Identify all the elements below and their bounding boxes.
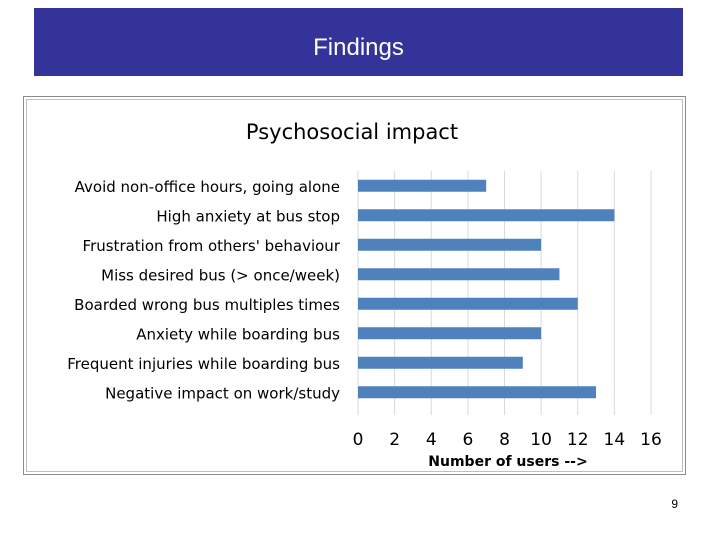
x-tick-label: 0 xyxy=(353,430,364,450)
bar xyxy=(358,209,615,222)
category-labels: Avoid non-office hours, going alone High … xyxy=(67,178,341,403)
category-label: Anxiety while boarding bus xyxy=(136,325,340,343)
bar xyxy=(358,386,597,399)
bar xyxy=(358,268,560,281)
slide-title-bar: Findings xyxy=(34,8,683,76)
bar xyxy=(358,327,542,340)
gridlines xyxy=(357,171,652,415)
category-label: Boarded wrong bus multiples times xyxy=(74,296,340,314)
category-label: Miss desired bus (> once/week) xyxy=(101,266,340,284)
slide-title: Findings xyxy=(313,34,404,61)
bars xyxy=(358,179,615,399)
bar xyxy=(358,179,487,192)
x-tick-labels: 0 2 4 6 8 10 12 14 16 xyxy=(353,430,662,450)
bar-chart: Psychosocial impact Avoid non-office hou… xyxy=(67,120,662,470)
chart-title: Psychosocial impact xyxy=(246,120,458,144)
x-axis-label: Number of users --> xyxy=(428,454,587,470)
x-tick-label: 8 xyxy=(499,430,510,450)
category-label: Avoid non-office hours, going alone xyxy=(75,178,340,196)
x-tick-label: 4 xyxy=(426,430,437,450)
bar xyxy=(358,238,542,251)
bar xyxy=(358,297,578,310)
x-tick-label: 2 xyxy=(389,430,400,450)
x-tick-label: 10 xyxy=(530,430,552,450)
page-number: 9 xyxy=(671,497,678,511)
category-label: Frequent injuries while boarding bus xyxy=(67,355,340,373)
x-tick-label: 6 xyxy=(462,430,473,450)
x-tick-label: 12 xyxy=(567,430,589,450)
x-tick-label: 14 xyxy=(604,430,626,450)
x-tick-label: 16 xyxy=(640,430,662,450)
chart-frame: Psychosocial impact Avoid non-office hou… xyxy=(23,96,686,475)
category-label: Frustration from others' behaviour xyxy=(83,237,341,255)
category-label: High anxiety at bus stop xyxy=(156,207,340,225)
category-label: Negative impact on work/study xyxy=(105,384,340,402)
bar xyxy=(358,356,523,369)
